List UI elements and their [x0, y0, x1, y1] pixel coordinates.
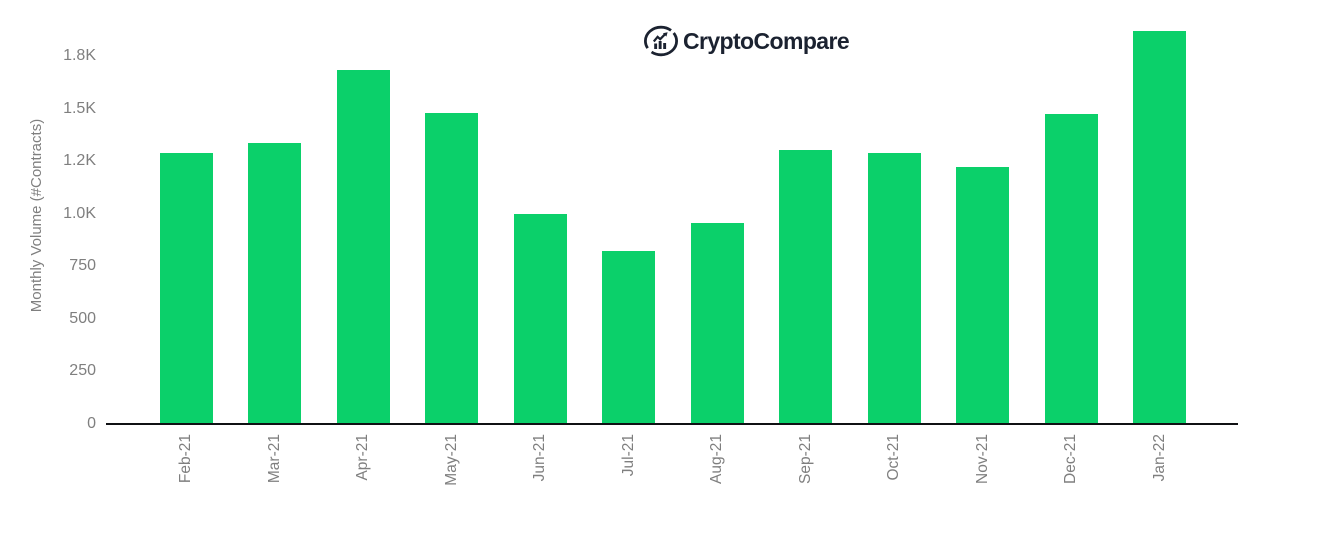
x-tick-label-dec-21: Dec-21 [1062, 434, 1079, 484]
y-tick-label-500: 500 [69, 309, 96, 327]
x-tick-label-jun-21: Jun-21 [531, 434, 548, 482]
bar-apr-21 [336, 70, 390, 424]
bar-oct-21 [867, 153, 921, 424]
cryptocompare-logo-icon [643, 25, 679, 57]
x-tick-label-apr-21: Apr-21 [354, 434, 371, 481]
bar-aug-21 [690, 223, 744, 424]
bar-dec-21 [1044, 114, 1098, 424]
x-tick-label-oct-21: Oct-21 [885, 434, 902, 481]
y-tick-label-1.8k: 1.8K [63, 47, 96, 65]
bar-jun-21 [513, 214, 567, 424]
bar-may-21 [425, 113, 478, 424]
x-tick-label-aug-21: Aug-21 [708, 434, 725, 484]
x-tick-label-nov-21: Nov-21 [973, 434, 991, 484]
x-axis-line [106, 423, 1238, 425]
y-tick-label-1.5k: 1.5K [63, 99, 96, 117]
x-tick-label-feb-21: Feb-21 [177, 434, 194, 484]
bar-jan-22 [1133, 31, 1186, 424]
logo-wordmark: CryptoCompare [683, 25, 850, 57]
cryptocompare-logo: CryptoCompare [643, 25, 850, 57]
logo-text-compare: Compare [753, 28, 850, 54]
y-tick-label-1.0k: 1.0K [63, 204, 96, 222]
x-tick-label-may-21: May-21 [442, 434, 460, 486]
logo-text-crypto: Crypto [683, 28, 754, 54]
bar-feb-21 [159, 153, 213, 424]
y-tick-label-250: 250 [69, 362, 96, 380]
bar-mar-21 [248, 143, 301, 424]
x-tick-label-mar-21: Mar-21 [265, 434, 283, 484]
y-tick-label-750: 750 [69, 257, 96, 275]
bar-jul-21 [602, 251, 655, 424]
y-tick-label-0: 0 [87, 415, 96, 432]
bar-sep-21 [779, 150, 832, 424]
bar-nov-21 [956, 167, 1009, 424]
x-tick-label-jul-21: Jul-21 [619, 434, 637, 477]
x-tick-label-sep-21: Sep-21 [796, 434, 814, 484]
x-tick-label-jan-22: Jan-22 [1150, 434, 1168, 482]
y-tick-label-1.2k: 1.2K [63, 152, 96, 170]
